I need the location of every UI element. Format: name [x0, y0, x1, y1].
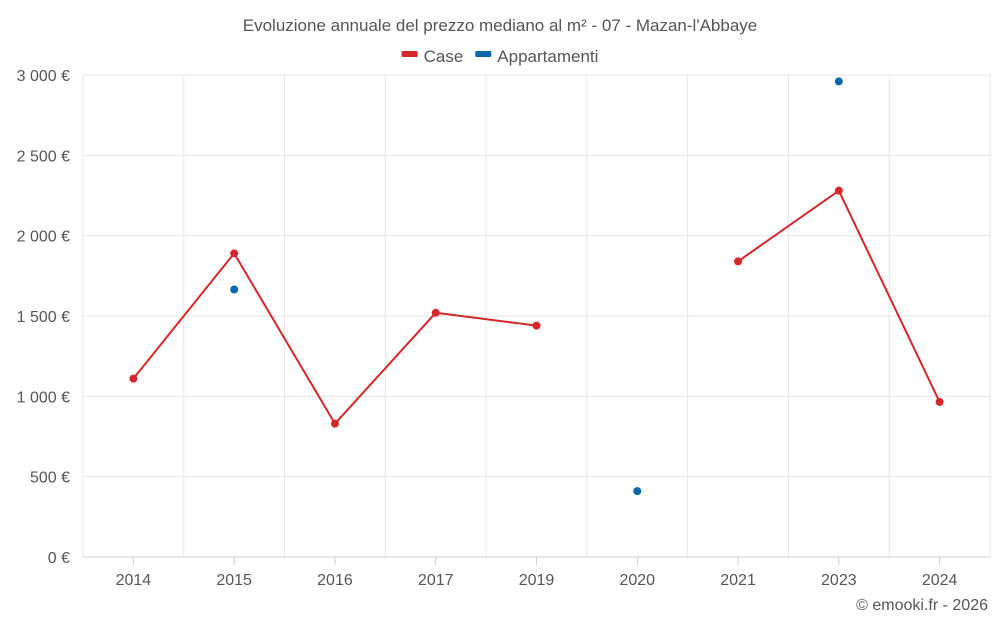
y-tick-label: 2 000 €	[17, 229, 70, 246]
chart-title: Evoluzione annuale del prezzo mediano al…	[243, 16, 757, 35]
y-tick-label: 1 000 €	[17, 389, 70, 406]
y-tick-label: 2 500 €	[17, 148, 70, 165]
x-tick-label: 2020	[619, 572, 655, 589]
data-point-case	[330, 419, 339, 428]
data-point-case	[532, 321, 541, 330]
data-point-case	[431, 308, 440, 317]
x-tick-label: 2024	[922, 572, 958, 589]
legend-item: Case	[401, 47, 464, 66]
legend: Case Appartamenti	[401, 47, 598, 66]
legend-label: Appartamenti	[497, 47, 598, 66]
series-layer	[129, 77, 944, 496]
y-gridlines	[83, 74, 990, 558]
series-line-case	[132, 252, 537, 425]
data-point-appartamenti	[633, 487, 642, 496]
x-tick-label: 2016	[317, 572, 353, 589]
x-tick-label: 2014	[116, 572, 152, 589]
credit-text: © emooki.fr - 2026	[856, 597, 988, 614]
x-tick-label: 2019	[519, 572, 555, 589]
data-point-case	[230, 249, 239, 258]
data-point-case	[129, 374, 138, 383]
x-tick-label: 2021	[720, 572, 756, 589]
legend-item: Appartamenti	[475, 47, 598, 66]
x-tick-label: 2017	[418, 572, 454, 589]
x-tick-label: 2023	[821, 572, 857, 589]
x-gridlines	[82, 75, 991, 557]
data-point-appartamenti	[834, 77, 843, 86]
y-tick-label: 1 500 €	[17, 309, 70, 326]
legend-swatch	[401, 51, 418, 57]
x-axis: 2014 2015 2016 2017 2019 2020 2021 2023 2024	[83, 556, 990, 589]
data-point-appartamenti	[230, 285, 239, 294]
x-tick-label: 2015	[216, 572, 252, 589]
data-point-case	[834, 186, 843, 195]
y-tick-label: 0 €	[48, 550, 70, 567]
series-line-case	[737, 189, 941, 403]
y-tick-label: 3 000 €	[17, 68, 70, 85]
y-axis: 0 € 500 € 1 000 € 1 500 € 2 000 € 2 500 € 3 00…	[17, 68, 70, 567]
y-tick-label: 500 €	[30, 470, 70, 487]
legend-label: Case	[424, 47, 464, 66]
data-point-case	[935, 397, 944, 406]
legend-swatch	[475, 51, 492, 57]
data-point-case	[734, 257, 743, 266]
